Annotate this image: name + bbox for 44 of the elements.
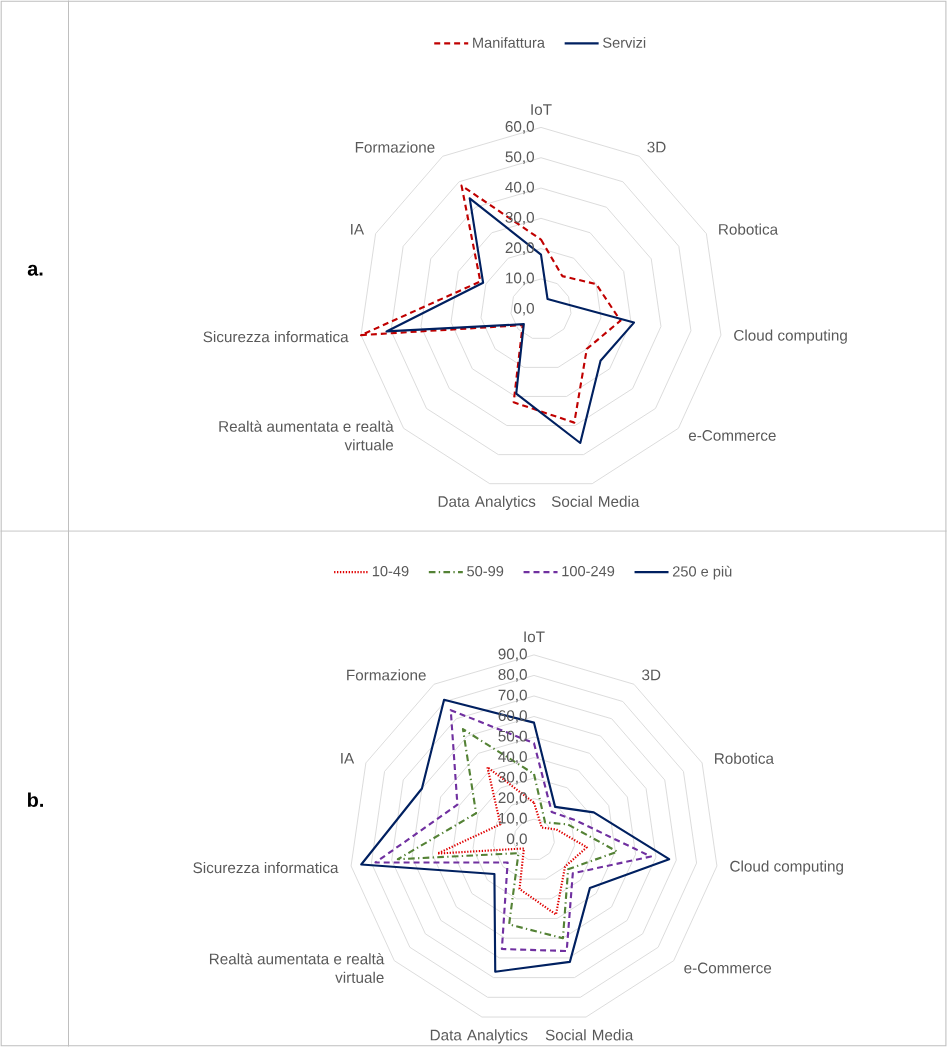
spoke-label: Formazione <box>347 669 426 681</box>
legend-label: 100-249 <box>562 566 615 577</box>
spoke-label: Cloud computing <box>734 329 847 344</box>
spoke-label: IA <box>341 753 355 764</box>
y-tick-label: 0,0 <box>513 302 534 316</box>
spoke-label: IA <box>351 223 364 235</box>
y-tick-label: 70,0 <box>498 689 527 703</box>
spoke-label: Robotica <box>719 223 779 235</box>
spoke-label: Data Analytics <box>430 1029 528 1044</box>
legend-label: 10-49 <box>372 566 409 577</box>
spoke-label: e-Commerce <box>684 962 772 974</box>
spoke-label: Robotica <box>714 752 774 764</box>
y-tick-label: 40,0 <box>505 181 534 195</box>
spoke-label: Formazione <box>355 141 435 153</box>
y-tick-label: 80,0 <box>498 669 527 682</box>
text: b. <box>27 792 43 808</box>
legend-label: Servizi <box>602 37 646 48</box>
spoke-label: Social Media <box>551 495 640 507</box>
y-tick-label: 10,0 <box>498 812 527 826</box>
spoke-label: e-Commerce <box>688 430 776 441</box>
y-tick-label: 90,0 <box>498 648 527 662</box>
y-tick-label: 30,0 <box>505 212 534 225</box>
legend-label: 250 e più <box>672 565 732 580</box>
spoke-label: Data Analytics <box>438 495 536 510</box>
y-tick-label: 20,0 <box>498 792 527 805</box>
y-tick-label: 10,0 <box>506 272 534 286</box>
spoke-label: Sicurezza informatica <box>193 861 339 874</box>
spoke-label: 3D <box>642 669 661 681</box>
spoke-label: Realtà aumentata e realtà virtuale <box>219 420 394 451</box>
spoke-label: 3D <box>647 141 666 153</box>
y-tick-label: 60,0 <box>505 121 534 134</box>
y-tick-label: 20,0 <box>505 242 534 255</box>
legend-label: 50-99 <box>467 566 504 577</box>
spoke-label: IoT <box>524 631 545 643</box>
y-tick-label: 40,0 <box>498 751 527 764</box>
spoke-label: Sicurezza informatica <box>203 331 349 343</box>
spoke-label: Social Media <box>545 1029 634 1041</box>
legend-label: Manifattura <box>473 37 545 48</box>
y-tick-label: 0,0 <box>506 833 527 846</box>
y-tick-label: 50,0 <box>505 151 534 165</box>
spoke-label: Cloud computing <box>730 860 843 875</box>
spoke-label: Realtà aumentata e realtà virtuale <box>209 953 385 983</box>
text: a. <box>27 264 43 276</box>
spoke-label: IoT <box>531 104 552 115</box>
